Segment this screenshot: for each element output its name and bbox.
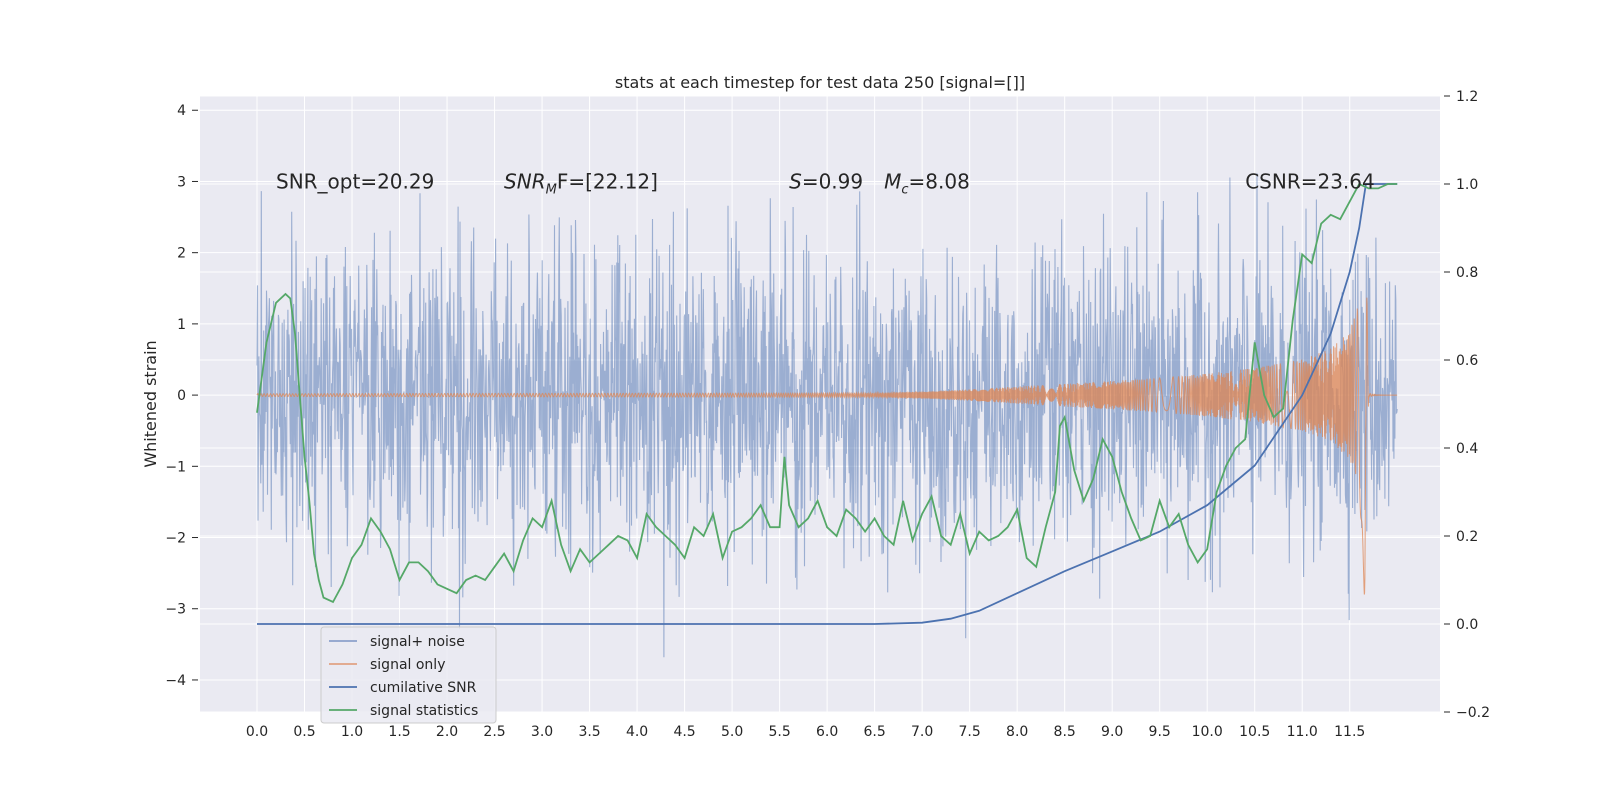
y2-tick-label: 0.6 <box>1456 353 1478 369</box>
y2-tick-label: 0.0 <box>1456 617 1478 633</box>
axes: 0.0 0.5 1.0 1.5 2.0 2.5 3.0 3.5 4.0 4.5 5.0 5.5 6.0 6… <box>165 89 1490 740</box>
y-tick-label: −4 <box>165 673 186 689</box>
y-tick-label: 2 <box>177 246 186 262</box>
x-tick-label: 1.5 <box>388 724 410 740</box>
series-cumulative-snr <box>257 183 1398 625</box>
series-signal-only <box>256 297 1398 595</box>
signal-only-line <box>256 297 1398 595</box>
signal-statistics-line <box>256 182 1398 604</box>
y2-tick-label: 1.0 <box>1456 177 1478 193</box>
y-tick-label: 0 <box>177 388 186 404</box>
annotation-3: Mc=8.08 <box>884 169 970 197</box>
y2-tick-label: 0.2 <box>1456 529 1478 545</box>
legend: signal+ noise signal only cumilative SNR si… <box>320 626 497 724</box>
x-tick-label: 2.5 <box>483 724 505 740</box>
y-tick-label: 4 <box>177 103 186 119</box>
x-tick-label: 4.5 <box>673 724 695 740</box>
y-tick-label: 3 <box>177 174 186 190</box>
annotations: SNR_opt=20.29 SNRMF=[22.12] S=0.99 Mc=8.08 C… <box>276 169 1375 197</box>
x-tick-label: 6.0 <box>816 724 838 740</box>
x-tick-label: 2.0 <box>436 724 458 740</box>
x-tick-label: 10.5 <box>1239 724 1270 740</box>
x-tick-label: 7.5 <box>959 724 981 740</box>
y-tick-label: −2 <box>165 531 186 547</box>
x-tick-label: 3.0 <box>531 724 553 740</box>
y2-tick-label: 1.2 <box>1456 89 1478 105</box>
x-tick-label: 9.0 <box>1101 724 1123 740</box>
x-tick-label: 7.0 <box>911 724 933 740</box>
y2-tick-label: −0.2 <box>1456 705 1490 721</box>
y2-tick-label: 0.4 <box>1456 441 1478 457</box>
x-tick-label: 8.0 <box>1006 724 1028 740</box>
legend-box <box>320 626 497 724</box>
x-tick-label: 4.0 <box>626 724 648 740</box>
y-tick-label: 1 <box>177 317 186 333</box>
annotation-1: SNRMF=[22.12] <box>504 169 658 197</box>
x-tick-label: 11.0 <box>1287 724 1318 740</box>
x-tick-label: 0.5 <box>293 724 315 740</box>
cumulative-snr-line <box>257 183 1398 625</box>
y-tick-label: −1 <box>165 459 186 475</box>
series-signal-statistics <box>256 182 1398 604</box>
legend-label: signal statistics <box>370 703 478 719</box>
annotation-2: S=0.99 <box>789 169 863 193</box>
x-tick-label: 0.0 <box>246 724 268 740</box>
x-tick-label: 6.5 <box>864 724 886 740</box>
x-tick-label: 9.5 <box>1149 724 1171 740</box>
x-tick-label: 10.0 <box>1192 724 1223 740</box>
x-tick-label: 8.5 <box>1054 724 1076 740</box>
annotation-0: SNR_opt=20.29 <box>276 169 434 193</box>
x-tick-label: 5.5 <box>768 724 790 740</box>
x-tick-label: 1.0 <box>341 724 363 740</box>
chart-title: stats at each timestep for test data 250… <box>615 73 1025 92</box>
annotation-4: CSNR=23.64 <box>1245 169 1375 193</box>
x-tick-label: 3.5 <box>578 724 600 740</box>
y-axis-label: Whitened strain <box>141 340 160 467</box>
legend-label: signal+ noise <box>370 634 465 650</box>
x-tick-label: 5.0 <box>721 724 743 740</box>
y2-tick-label: 0.8 <box>1456 265 1478 281</box>
legend-label: cumilative SNR <box>370 680 477 696</box>
x-tick-label: 11.5 <box>1334 724 1365 740</box>
legend-label: signal only <box>370 657 445 673</box>
y-tick-label: −3 <box>165 602 186 618</box>
